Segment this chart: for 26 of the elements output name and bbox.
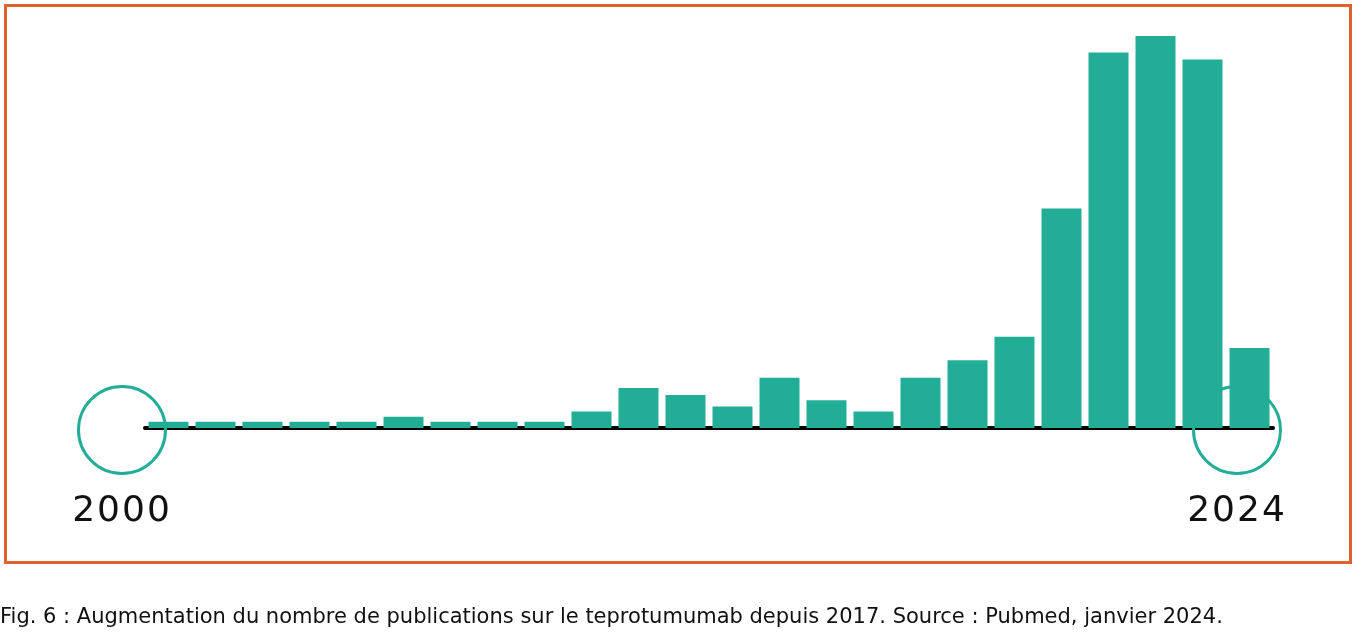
bar (994, 336, 1035, 428)
bar (806, 400, 847, 428)
bar (242, 421, 283, 428)
bar (430, 421, 471, 428)
text: 2024 (1186, 488, 1288, 529)
bar (336, 421, 377, 428)
bar (1229, 348, 1270, 428)
text: 2000 (71, 488, 173, 529)
bar (947, 360, 988, 428)
bar (289, 421, 330, 428)
bar (665, 395, 706, 428)
bar (853, 411, 894, 428)
bar (195, 421, 236, 428)
bar (759, 377, 800, 428)
bar (1041, 208, 1082, 428)
bar (383, 416, 424, 428)
bar (900, 377, 941, 428)
bar (1135, 36, 1176, 428)
bar (571, 411, 612, 428)
bar (1182, 59, 1223, 428)
bar (712, 406, 753, 428)
bar (477, 421, 518, 428)
bar (618, 388, 659, 428)
bar (1088, 52, 1129, 428)
caption: Fig. 6 : Augmentation du nombre de publications sur le teprotumumab depuis 2017. Source : Pubmed, janvier 2024. (0, 604, 1224, 628)
bar (524, 421, 565, 428)
